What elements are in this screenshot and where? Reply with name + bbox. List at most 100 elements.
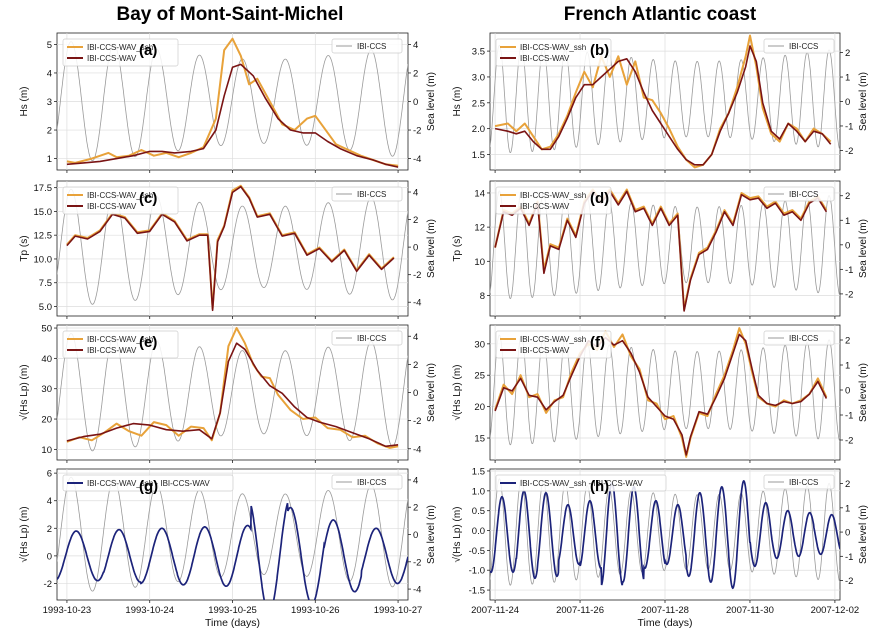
panel-tag: (a)	[139, 42, 157, 59]
legend-label: IBI-CCS-WAV	[520, 346, 570, 355]
series-ibi-ccs	[490, 478, 840, 586]
legend-box-right	[763, 186, 835, 202]
y-tick-label: 4	[47, 496, 52, 507]
y-tick-label: 12	[474, 223, 485, 234]
y2-tick-label: 2	[413, 360, 418, 371]
legend-box-right	[763, 474, 835, 490]
panel-tag: (c)	[139, 190, 157, 207]
y-tick-label: 5.0	[39, 302, 52, 313]
y-tick-label: 4	[47, 68, 52, 79]
y2-tick-label: 1	[845, 216, 850, 227]
y2-tick-label: 0	[413, 243, 418, 254]
x-tick-label: 1993-10-27	[374, 605, 423, 616]
y2-tick-label: -2	[845, 146, 853, 157]
x-tick-label: 1993-10-26	[291, 605, 340, 616]
plot-area	[490, 188, 840, 312]
y2-axis-label: Sea level (m)	[426, 505, 437, 564]
x-tick-label: 2007-11-28	[641, 605, 689, 616]
y2-tick-label: -1	[845, 552, 853, 563]
y2-tick-label: 0	[845, 97, 850, 108]
y2-axis-label: Sea level (m)	[858, 363, 869, 422]
legend-label: IBI-CCS-WAV	[87, 54, 137, 63]
y2-tick-label: -4	[413, 154, 421, 165]
y-tick-label: 10.0	[34, 254, 53, 265]
y-tick-label: 3	[47, 97, 52, 108]
legend: IBI-CCS-WAV_ssh IBI-CCS-WAV IBI-CCS	[495, 186, 835, 215]
y-axis-label: √(Hs Lp) (m)	[18, 364, 30, 420]
panel-tag: (f)	[590, 334, 605, 351]
y2-tick-label: -2	[845, 289, 853, 300]
y-tick-label: 50	[41, 324, 52, 335]
y-tick-label: -1.5	[469, 586, 485, 597]
y-tick-label: 2	[47, 524, 52, 535]
y-tick-label: 10	[41, 445, 52, 456]
legend-box-right	[331, 474, 403, 490]
legend-label: IBI-CCS	[357, 478, 386, 487]
y2-tick-label: 1	[845, 73, 850, 84]
legend-label: IBI-CCS-WAV_ssh	[520, 191, 586, 200]
y2-tick-label: -4	[413, 298, 421, 309]
y2-tick-label: 0	[845, 528, 850, 539]
series-ibi-ccs-wav-ssh	[66, 37, 399, 167]
panel-tag: (e)	[139, 334, 157, 351]
plot-area	[490, 34, 840, 169]
legend-box	[62, 38, 179, 67]
y2-tick-label: -1	[845, 411, 853, 422]
series-difference	[57, 502, 408, 600]
legend-box-right	[763, 38, 835, 54]
legend-label: IBI-CCS-WAV_ssh	[520, 335, 586, 344]
y2-tick-label: 4	[413, 188, 418, 199]
y2-axis-label: Sea level (m)	[858, 505, 869, 564]
panel-e: 10 20 30 40 50 -4 -2 0 2 4 √(Hs Lp) (m) Sea level (…	[18, 324, 437, 463]
y-tick-label: 2	[47, 126, 52, 137]
y2-tick-label: 0	[845, 240, 850, 251]
y2-tick-label: -1	[845, 121, 853, 132]
y2-tick-label: 2	[413, 503, 418, 514]
legend-label: IBI-CCS	[357, 190, 386, 199]
series-ibi-ccs	[490, 334, 840, 446]
y-tick-label: -0.5	[469, 546, 485, 557]
y-tick-label: 5	[47, 40, 52, 51]
legend: IBI-CCS-WAV_ssh IBI-CCS-WAV IBI-CCS	[495, 38, 835, 67]
y-tick-label: 1.0	[472, 486, 485, 497]
y-tick-label: 15	[474, 434, 485, 445]
legend-label: IBI-CCS-WAV_ssh - IBI-CCS-WAV	[520, 479, 643, 488]
legend-label: IBI-CCS-WAV	[87, 202, 137, 211]
legend-label: IBI-CCS-WAV_ssh	[520, 43, 586, 52]
y-tick-label: 30	[41, 384, 52, 395]
legend-box	[62, 186, 179, 215]
y-tick-label: 14	[474, 188, 485, 199]
y-tick-label: 1.5	[472, 466, 485, 477]
legend: IBI-CCS-WAV_ssh IBI-CCS-WAV IBI-CCS	[62, 330, 403, 359]
y-tick-label: 20	[41, 415, 52, 426]
y2-tick-label: -2	[845, 576, 853, 587]
series-ibi-ccs-wav-ssh	[66, 327, 399, 449]
y-tick-label: 1.5	[472, 150, 485, 161]
left-column-title: Bay of Mont-Saint-Michel	[116, 4, 344, 25]
series-ibi-ccs-wav-ssh	[494, 34, 832, 169]
plot-area	[490, 478, 840, 590]
legend-label: IBI-CCS	[357, 42, 386, 51]
y2-axis-label: Sea level (m)	[426, 363, 437, 422]
series-ibi-ccs-wav	[494, 333, 828, 456]
panel-a: 1 2 3 4 5 -4 -2 0 2 4 Hs (m) Sea level (m) IBI-CCS-W…	[19, 32, 437, 173]
y-tick-label: 20	[474, 402, 485, 413]
y-tick-label: 17.5	[34, 183, 53, 194]
y-axis-label: Tp (s)	[19, 235, 30, 261]
y-tick-label: 15.0	[34, 207, 53, 218]
legend-box-right	[331, 330, 403, 346]
panel-g: 1993-10-23 1993-10-24 1993-10-25 1993-10-26…	[18, 468, 437, 616]
x-axis-label: Time (days)	[205, 617, 260, 629]
legend-box	[62, 474, 234, 492]
legend: IBI-CCS-WAV_ssh IBI-CCS-WAV IBI-CCS	[62, 186, 403, 215]
y-tick-label: -1.0	[469, 566, 485, 577]
y2-tick-label: 2	[845, 48, 850, 59]
y-tick-label: 8	[480, 291, 485, 302]
y-tick-label: 1	[47, 154, 52, 165]
y-tick-label: 0.0	[472, 526, 485, 537]
legend-label: IBI-CCS	[789, 334, 818, 343]
panel-c: 5.0 7.5 10.0 12.5 15.0 17.5 -4 -2 0 2 4 Tp (s) Sea l…	[19, 180, 437, 319]
